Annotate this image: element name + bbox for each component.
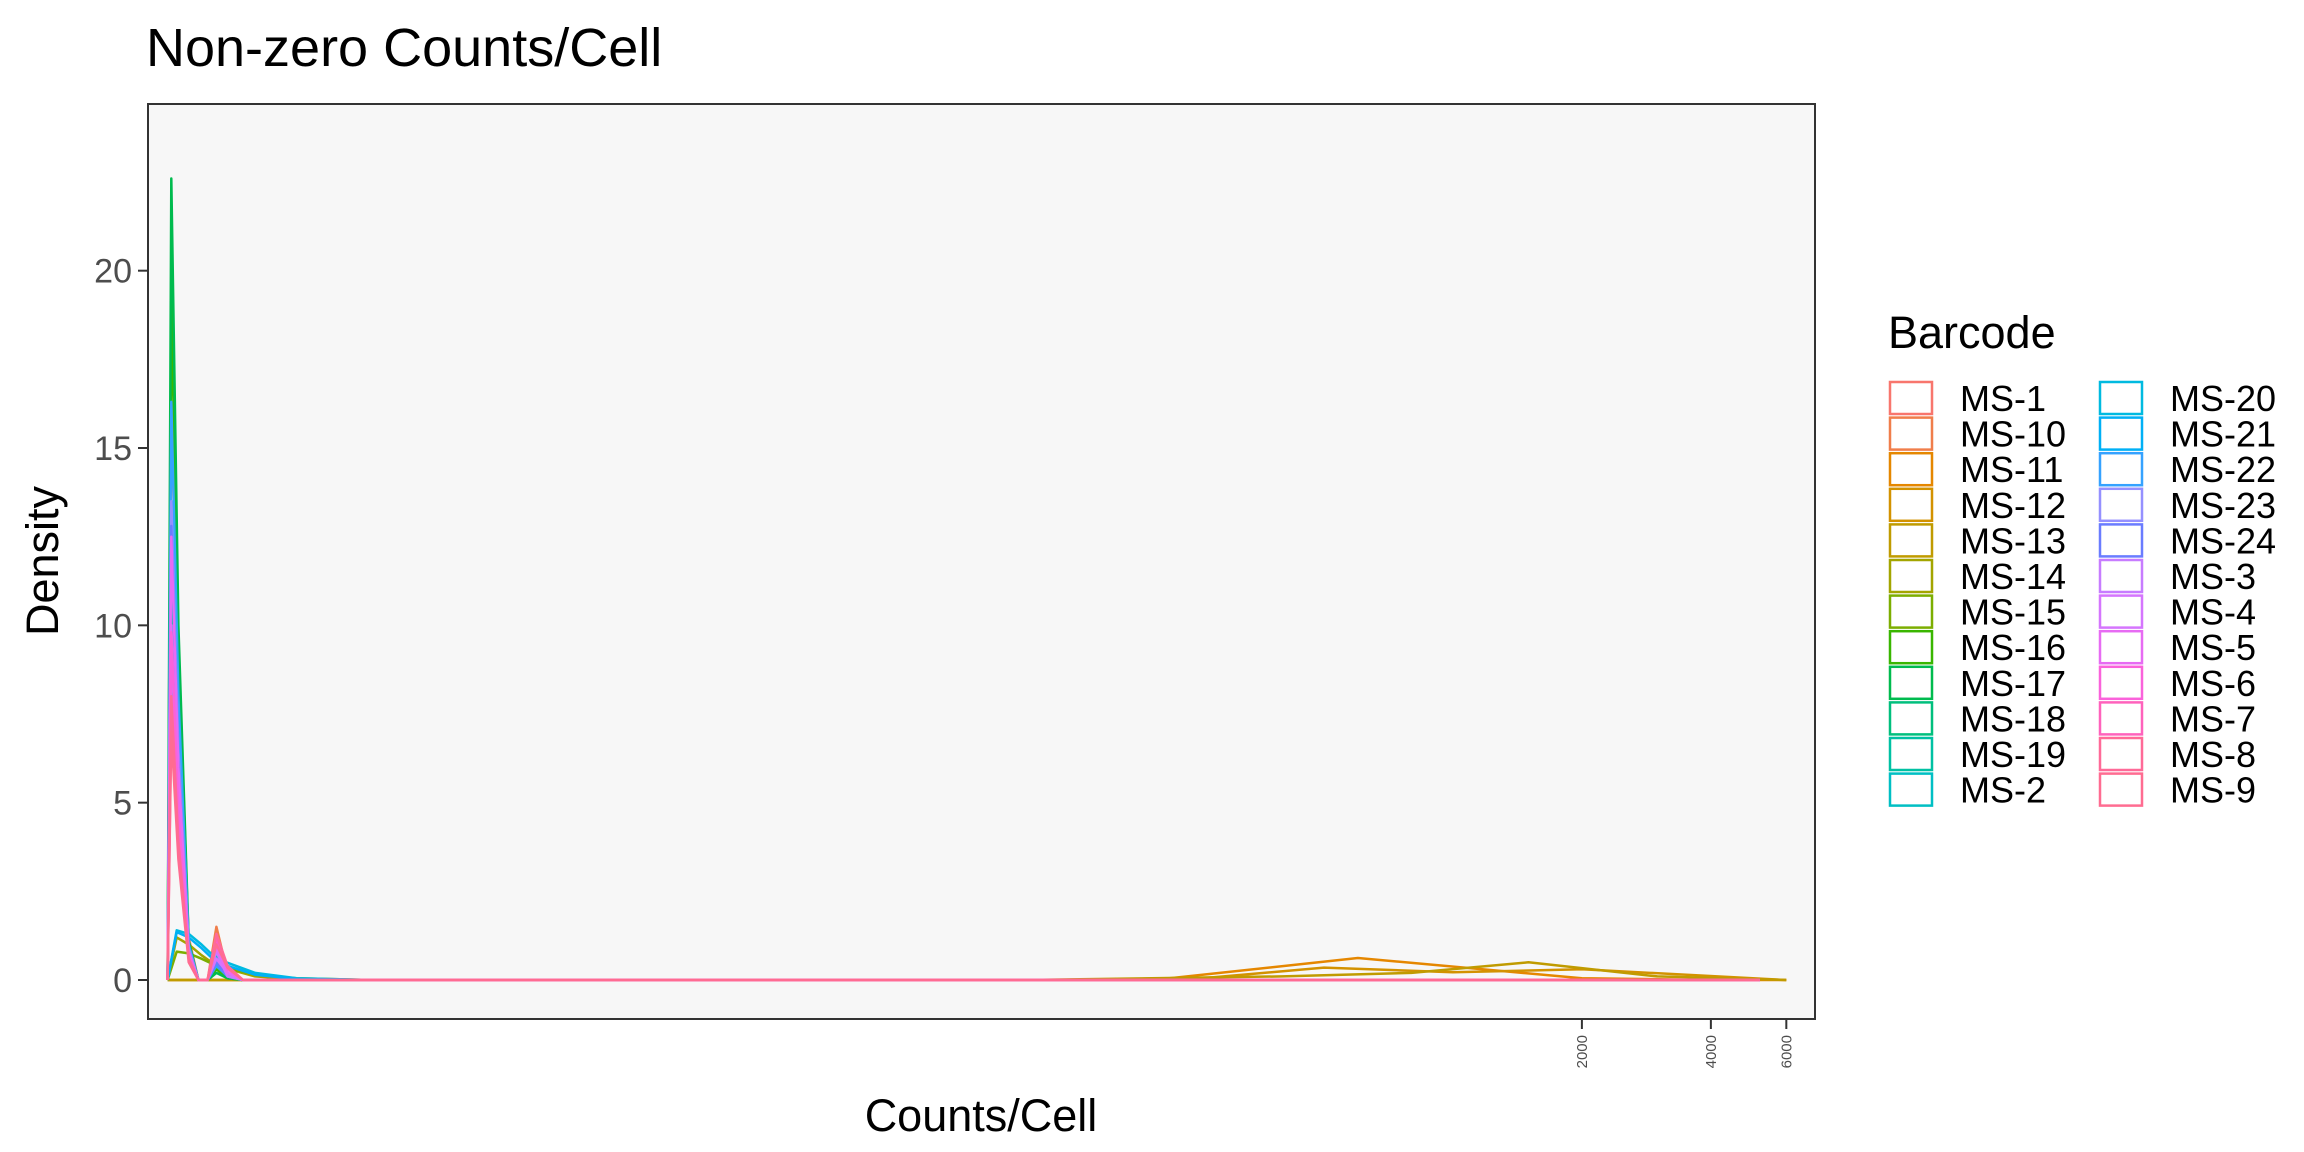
legend-label: MS-20 <box>2170 378 2276 419</box>
y-axis-title: Density <box>17 485 68 636</box>
y-axis: 0 5 10 15 20 <box>94 253 148 1000</box>
legend-label: MS-21 <box>2170 414 2276 455</box>
legend-item-ms-23: MS-23 <box>2098 485 2276 526</box>
legend-label: MS-16 <box>1960 627 2066 668</box>
legend-key <box>1888 629 1934 665</box>
legend-item-ms-8: MS-8 <box>2098 734 2256 775</box>
legend-label: MS-23 <box>2170 485 2276 526</box>
legend-key <box>2098 487 2144 523</box>
y-tick-label: 20 <box>94 253 132 291</box>
legend-label: MS-12 <box>1960 485 2066 526</box>
legend-label: MS-1 <box>1960 378 2046 419</box>
x-axis: 2000 4000 6000 <box>1574 1019 1795 1068</box>
legend-key <box>2098 523 2144 558</box>
legend-key <box>2098 736 2144 772</box>
x-tick-label: 4000 <box>1703 1035 1720 1068</box>
legend-key <box>1888 523 1934 558</box>
legend-key <box>1888 416 1934 451</box>
series-lines <box>166 177 1787 982</box>
legend-item-ms-17: MS-17 <box>1888 663 2066 704</box>
legend-label: MS-14 <box>1960 556 2066 597</box>
legend-label: MS-2 <box>1960 770 2046 811</box>
legend-key <box>2098 380 2144 416</box>
legend-label: MS-13 <box>1960 520 2066 561</box>
legend-item-ms-19: MS-19 <box>1888 734 2066 775</box>
legend-key <box>2098 629 2144 665</box>
legend-item-ms-24: MS-24 <box>2098 520 2276 561</box>
series-line-ms-9 <box>166 730 1760 982</box>
legend-item-ms-15: MS-15 <box>1888 592 2066 633</box>
legend-item-ms-13: MS-13 <box>1888 520 2066 561</box>
legend-item-ms-12: MS-12 <box>1888 485 2066 526</box>
chart-title: Non-zero Counts/Cell <box>146 18 662 78</box>
legend-label: MS-24 <box>2170 520 2276 561</box>
legend-item-ms-5: MS-5 <box>2098 627 2256 668</box>
legend-label: MS-22 <box>2170 449 2276 490</box>
y-tick-label: 15 <box>94 430 132 468</box>
x-axis-title: Counts/Cell <box>865 1090 1098 1141</box>
legend-key <box>2098 416 2144 451</box>
legend-label: MS-19 <box>1960 734 2066 775</box>
legend-item-ms-7: MS-7 <box>2098 698 2256 739</box>
legend-item-ms-20: MS-20 <box>2098 378 2276 419</box>
legend-item-ms-6: MS-6 <box>2098 663 2256 704</box>
legend-item-ms-2: MS-2 <box>1888 770 2046 811</box>
legend-label: MS-18 <box>1960 698 2066 739</box>
legend-label: MS-7 <box>2170 698 2256 739</box>
legend-label: MS-10 <box>1960 414 2066 455</box>
plot-panel <box>147 103 1816 1020</box>
legend-item-ms-3: MS-3 <box>2098 556 2256 597</box>
legend-item-ms-11: MS-11 <box>1888 449 2063 490</box>
legend-item-ms-9: MS-9 <box>2098 770 2256 811</box>
legend-key <box>2098 701 2144 736</box>
legend-label: MS-6 <box>2170 663 2256 704</box>
legend-key <box>2098 451 2144 487</box>
legend-key <box>1888 594 1934 629</box>
legend-item-ms-16: MS-16 <box>1888 627 2066 668</box>
legend: MS-1MS-10MS-11MS-12MS-13MS-14MS-15MS-16M… <box>1888 378 2276 811</box>
y-tick-label: 10 <box>94 607 132 645</box>
legend-key <box>2098 665 2144 701</box>
legend-key <box>2098 558 2144 594</box>
legend-key <box>1888 380 1934 416</box>
x-tick-label: 2000 <box>1574 1035 1591 1068</box>
legend-label: MS-8 <box>2170 734 2256 775</box>
legend-label: MS-5 <box>2170 627 2256 668</box>
legend-item-ms-18: MS-18 <box>1888 698 2066 739</box>
legend-item-ms-10: MS-10 <box>1888 414 2066 455</box>
legend-item-ms-22: MS-22 <box>2098 449 2276 490</box>
legend-label: MS-17 <box>1960 663 2066 704</box>
legend-title: Barcode <box>1888 307 2056 358</box>
legend-item-ms-1: MS-1 <box>1888 378 2046 419</box>
legend-label: MS-15 <box>1960 592 2066 633</box>
legend-key <box>1888 451 1934 487</box>
legend-key <box>2098 594 2144 629</box>
legend-key <box>1888 558 1934 594</box>
legend-label: MS-9 <box>2170 770 2256 811</box>
legend-key <box>1888 736 1934 772</box>
x-tick-label: 6000 <box>1778 1035 1795 1068</box>
legend-key <box>1888 772 1934 807</box>
legend-key <box>1888 487 1934 523</box>
y-tick-label: 5 <box>113 785 132 823</box>
legend-key <box>2098 772 2144 807</box>
legend-key <box>1888 665 1934 701</box>
legend-item-ms-21: MS-21 <box>2098 414 2276 455</box>
y-tick-label: 0 <box>113 962 132 1000</box>
legend-label: MS-4 <box>2170 592 2256 633</box>
legend-item-ms-14: MS-14 <box>1888 556 2066 597</box>
legend-key <box>1888 701 1934 736</box>
legend-label: MS-3 <box>2170 556 2256 597</box>
legend-item-ms-4: MS-4 <box>2098 592 2256 633</box>
legend-label: MS-11 <box>1960 449 2063 490</box>
